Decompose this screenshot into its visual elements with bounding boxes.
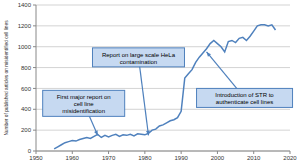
svg-text:200: 200 — [21, 127, 32, 133]
svg-text:Number of published articles o: Number of published articles on misident… — [8, 20, 9, 136]
svg-text:0: 0 — [28, 148, 32, 154]
svg-text:cell line: cell line — [74, 101, 95, 107]
svg-text:contamination: contamination — [120, 59, 157, 65]
svg-text:Introduction of STR to: Introduction of STR to — [215, 92, 274, 98]
svg-text:2020: 2020 — [283, 155, 292, 161]
svg-text:1200: 1200 — [18, 23, 32, 29]
svg-text:authenticate cell lines: authenticate cell lines — [216, 99, 273, 105]
svg-text:1400: 1400 — [18, 2, 32, 8]
svg-text:1970: 1970 — [102, 155, 116, 161]
svg-text:1960: 1960 — [66, 155, 80, 161]
svg-text:800: 800 — [21, 65, 32, 71]
svg-text:1950: 1950 — [29, 155, 43, 161]
svg-text:1990: 1990 — [174, 155, 188, 161]
svg-text:1980: 1980 — [138, 155, 152, 161]
svg-text:1000: 1000 — [18, 44, 32, 50]
svg-text:First major report on: First major report on — [57, 94, 111, 100]
svg-text:Report on large scale HeLa: Report on large scale HeLa — [102, 52, 176, 58]
svg-text:2000: 2000 — [211, 155, 225, 161]
svg-text:2010: 2010 — [247, 155, 261, 161]
svg-text:misidentification: misidentification — [62, 108, 105, 114]
svg-text:400: 400 — [21, 106, 32, 112]
svg-text:600: 600 — [21, 86, 32, 92]
